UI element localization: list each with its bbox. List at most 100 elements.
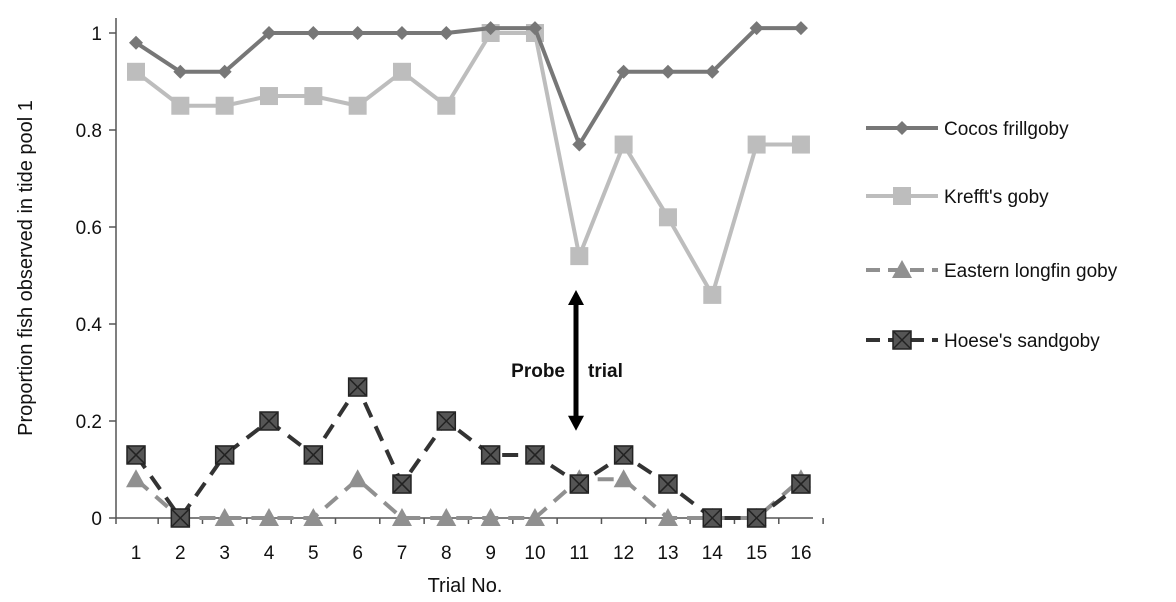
series-group xyxy=(126,21,811,528)
data-point xyxy=(483,21,498,36)
data-point xyxy=(391,508,412,526)
x-tick-label: 2 xyxy=(175,543,186,564)
data-point xyxy=(613,469,634,488)
marker-cross xyxy=(659,475,677,493)
data-point xyxy=(527,21,542,36)
data-point xyxy=(259,411,279,431)
data-point xyxy=(480,508,501,526)
probe-arrow-head-up xyxy=(568,290,584,306)
marker-cross xyxy=(260,412,278,430)
marker-cross xyxy=(526,446,544,464)
y-tick-labels: 0 0.2 0.4 0.6 0.8 1 xyxy=(76,24,103,530)
y-tick-label: 1 xyxy=(91,24,102,45)
series-line xyxy=(134,31,801,297)
marker-cross xyxy=(127,446,145,464)
x-tick-label: 4 xyxy=(264,543,275,564)
data-point xyxy=(306,26,321,40)
marker-cross xyxy=(703,509,721,527)
series-cocos-frillgoby xyxy=(129,21,808,152)
marker-cross xyxy=(216,446,234,464)
data-point xyxy=(436,411,457,431)
marker-cross xyxy=(171,509,189,527)
y-axis-title: Proportion fish observed in tide pool 1 xyxy=(15,100,37,436)
legend-item: Eastern longfin goby xyxy=(866,260,1118,282)
data-point xyxy=(793,21,808,36)
data-point xyxy=(570,247,589,266)
legend-item: Cocos frillgoby xyxy=(866,119,1069,140)
x-tick-label: 3 xyxy=(219,543,230,564)
data-point xyxy=(214,445,235,465)
y-tick-label: 0.8 xyxy=(76,121,102,142)
marker-cross xyxy=(570,475,588,493)
data-point xyxy=(480,445,501,465)
series-line xyxy=(134,385,803,520)
marker-cross xyxy=(792,475,810,493)
data-point xyxy=(303,445,324,465)
data-point xyxy=(791,135,810,154)
legend-label: Hoese's sandgoby xyxy=(944,331,1100,352)
probe-arrow-head-down xyxy=(568,415,584,431)
x-tick-labels: 1 2 3 4 5 6 7 8 9 10 11 12 13 14 15 16 xyxy=(131,543,812,564)
trial-label: trial xyxy=(588,361,623,382)
series-line xyxy=(134,477,803,520)
marker-cross xyxy=(615,446,633,464)
data-point xyxy=(261,26,276,40)
x-tick-label: 15 xyxy=(746,543,767,564)
data-point xyxy=(217,64,232,79)
data-point xyxy=(746,508,767,528)
data-point xyxy=(348,96,367,115)
data-point xyxy=(658,474,678,494)
data-point xyxy=(658,208,677,227)
legend-swatch-marker xyxy=(893,187,911,205)
data-point xyxy=(126,445,146,465)
x-tick-label: 5 xyxy=(308,543,319,564)
y-tick-label: 0.4 xyxy=(76,315,103,336)
data-point xyxy=(525,445,545,465)
legend-swatch-marker xyxy=(892,330,912,350)
x-tick-label: 1 xyxy=(131,543,142,564)
legend-item: Hoese's sandgoby xyxy=(866,330,1100,352)
data-point xyxy=(171,96,190,115)
data-point xyxy=(214,508,235,526)
marker-cross xyxy=(437,412,455,430)
data-point xyxy=(394,26,409,40)
data-point xyxy=(126,469,146,488)
legend-label: Eastern longfin goby xyxy=(944,261,1118,282)
data-point xyxy=(439,26,454,40)
y-tick-label: 0.2 xyxy=(76,412,102,433)
legend-swatch-marker xyxy=(892,260,912,278)
data-point xyxy=(259,87,278,106)
marker-cross xyxy=(304,446,322,464)
legend-label: Cocos frillgoby xyxy=(944,119,1069,140)
data-point xyxy=(749,21,764,36)
marker-cross xyxy=(748,509,766,527)
data-point xyxy=(173,64,188,79)
data-point xyxy=(702,508,723,528)
probe-trial-annotation: Probe trial xyxy=(511,290,623,431)
x-tick-label: 10 xyxy=(524,543,545,564)
data-point xyxy=(347,377,368,397)
data-point xyxy=(170,508,191,528)
x-tick-label: 8 xyxy=(441,543,452,564)
x-tick-label: 16 xyxy=(790,543,811,564)
x-tick-label: 12 xyxy=(613,543,634,564)
data-point xyxy=(747,135,766,154)
x-tick-label: 14 xyxy=(702,543,724,564)
data-point xyxy=(392,62,411,81)
data-point xyxy=(705,64,720,79)
data-point xyxy=(791,474,811,494)
legend-label: Krefft's goby xyxy=(944,187,1049,208)
data-point xyxy=(347,469,368,488)
x-tick-label: 7 xyxy=(397,543,408,564)
data-point xyxy=(129,35,143,50)
data-point xyxy=(350,26,365,40)
y-tick-label: 0 xyxy=(91,509,102,530)
data-point xyxy=(614,135,633,154)
series-hoese-s-sandgoby xyxy=(126,377,811,528)
y-tick-label: 0.6 xyxy=(76,218,102,239)
legend-swatch-marker xyxy=(895,121,909,135)
legend-item: Krefft's goby xyxy=(866,187,1049,208)
data-point xyxy=(127,62,145,81)
x-tick-label: 13 xyxy=(657,543,678,564)
